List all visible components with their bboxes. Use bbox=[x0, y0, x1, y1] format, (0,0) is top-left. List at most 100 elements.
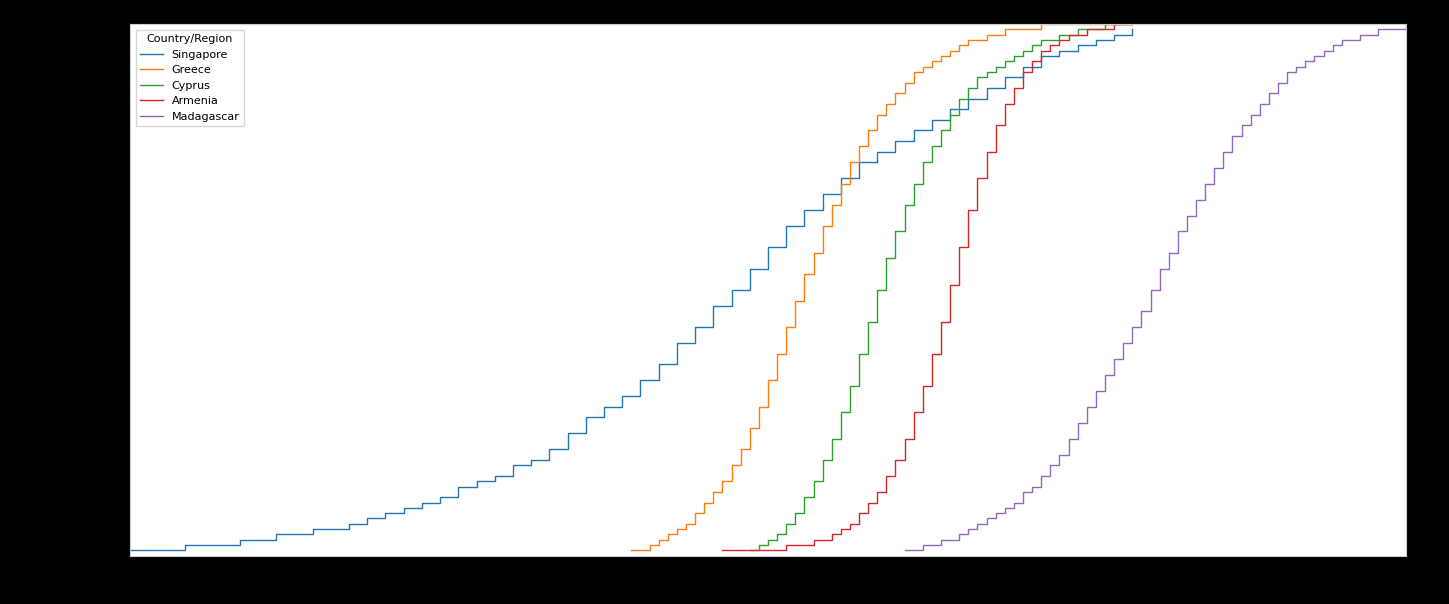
Line: Cyprus: Cyprus bbox=[749, 24, 1132, 550]
Armenia bbox=[995, 100, 1013, 108]
Cyprus bbox=[1078, 26, 1095, 33]
Armenia bbox=[804, 536, 822, 544]
Armenia bbox=[887, 457, 904, 464]
Armenia bbox=[923, 350, 940, 358]
Armenia bbox=[768, 547, 785, 554]
Cyprus bbox=[1123, 21, 1140, 28]
Armenia bbox=[1006, 85, 1023, 92]
Cyprus bbox=[923, 143, 940, 150]
Legend: Singapore, Greece, Cyprus, Armenia, Madagascar: Singapore, Greece, Cyprus, Armenia, Mada… bbox=[136, 30, 243, 126]
Cyprus bbox=[932, 127, 949, 134]
Armenia bbox=[1087, 26, 1104, 33]
Line: Madagascar: Madagascar bbox=[904, 24, 1406, 550]
Cyprus bbox=[887, 228, 904, 235]
Armenia bbox=[1069, 31, 1087, 39]
Cyprus bbox=[914, 159, 932, 166]
Madagascar bbox=[1078, 403, 1095, 411]
Cyprus bbox=[969, 74, 987, 81]
Armenia bbox=[1033, 47, 1051, 54]
Armenia bbox=[1014, 68, 1032, 76]
Greece bbox=[951, 42, 968, 49]
Cyprus bbox=[851, 350, 868, 358]
Cyprus bbox=[842, 382, 859, 389]
Armenia bbox=[868, 488, 885, 495]
Madagascar bbox=[1178, 212, 1195, 219]
Cyprus bbox=[1042, 36, 1059, 43]
Armenia bbox=[1106, 21, 1123, 28]
Cyprus bbox=[1106, 21, 1123, 28]
Armenia bbox=[814, 536, 832, 544]
Armenia bbox=[778, 541, 796, 548]
Cyprus bbox=[1014, 47, 1032, 54]
Armenia bbox=[823, 531, 840, 538]
Cyprus bbox=[1097, 21, 1114, 28]
Cyprus bbox=[832, 408, 849, 416]
Armenia bbox=[732, 547, 749, 554]
Cyprus bbox=[1051, 31, 1068, 39]
Cyprus bbox=[995, 58, 1013, 65]
Cyprus bbox=[804, 478, 822, 485]
Cyprus bbox=[759, 536, 777, 544]
Cyprus bbox=[751, 541, 768, 548]
Singapore bbox=[778, 222, 796, 230]
Line: Armenia: Armenia bbox=[723, 24, 1132, 550]
Cyprus bbox=[895, 201, 913, 208]
Singapore bbox=[887, 138, 904, 145]
Line: Singapore: Singapore bbox=[130, 30, 1132, 550]
Armenia bbox=[878, 472, 895, 480]
Cyprus bbox=[1087, 26, 1104, 33]
Cyprus bbox=[1114, 21, 1132, 28]
Armenia bbox=[832, 525, 849, 533]
Greece bbox=[1123, 21, 1140, 28]
Armenia bbox=[895, 435, 913, 442]
Armenia bbox=[969, 175, 987, 182]
Armenia bbox=[1059, 31, 1077, 39]
Armenia bbox=[751, 547, 768, 554]
Singapore bbox=[485, 472, 503, 480]
Cyprus bbox=[959, 85, 977, 92]
Cyprus bbox=[1006, 53, 1023, 60]
Armenia bbox=[914, 382, 932, 389]
Madagascar bbox=[1224, 132, 1242, 140]
Madagascar bbox=[1278, 68, 1295, 76]
Armenia bbox=[842, 520, 859, 527]
Cyprus bbox=[1023, 42, 1040, 49]
Cyprus bbox=[906, 180, 923, 187]
Armenia bbox=[951, 244, 968, 251]
Singapore bbox=[122, 547, 139, 554]
Cyprus bbox=[942, 111, 959, 118]
Armenia bbox=[740, 547, 758, 554]
Cyprus bbox=[868, 286, 885, 294]
Greece bbox=[1033, 21, 1051, 28]
Cyprus bbox=[987, 63, 1004, 70]
Greece bbox=[623, 547, 640, 554]
Cyprus bbox=[787, 510, 804, 517]
Armenia bbox=[723, 547, 740, 554]
Cyprus bbox=[768, 531, 785, 538]
Armenia bbox=[932, 318, 949, 326]
Madagascar bbox=[906, 547, 923, 554]
Cyprus bbox=[1069, 26, 1087, 33]
Cyprus bbox=[823, 435, 840, 442]
Armenia bbox=[1114, 21, 1132, 28]
Singapore bbox=[141, 547, 158, 554]
Cyprus bbox=[1033, 36, 1051, 43]
Cyprus bbox=[859, 318, 877, 326]
Armenia bbox=[787, 541, 804, 548]
Cyprus bbox=[740, 547, 758, 554]
Cyprus bbox=[778, 520, 796, 527]
Greece bbox=[1006, 26, 1023, 33]
Cyprus bbox=[796, 493, 813, 501]
Cyprus bbox=[978, 68, 995, 76]
Cyprus bbox=[1059, 31, 1077, 39]
Armenia bbox=[796, 541, 813, 548]
Madagascar bbox=[1206, 164, 1223, 172]
Armenia bbox=[942, 281, 959, 288]
Greece bbox=[804, 249, 822, 256]
Madagascar bbox=[1397, 21, 1414, 28]
Armenia bbox=[978, 148, 995, 155]
Singapore bbox=[740, 265, 758, 272]
Line: Greece: Greece bbox=[632, 24, 1132, 550]
Greece bbox=[906, 68, 923, 76]
Cyprus bbox=[814, 457, 832, 464]
